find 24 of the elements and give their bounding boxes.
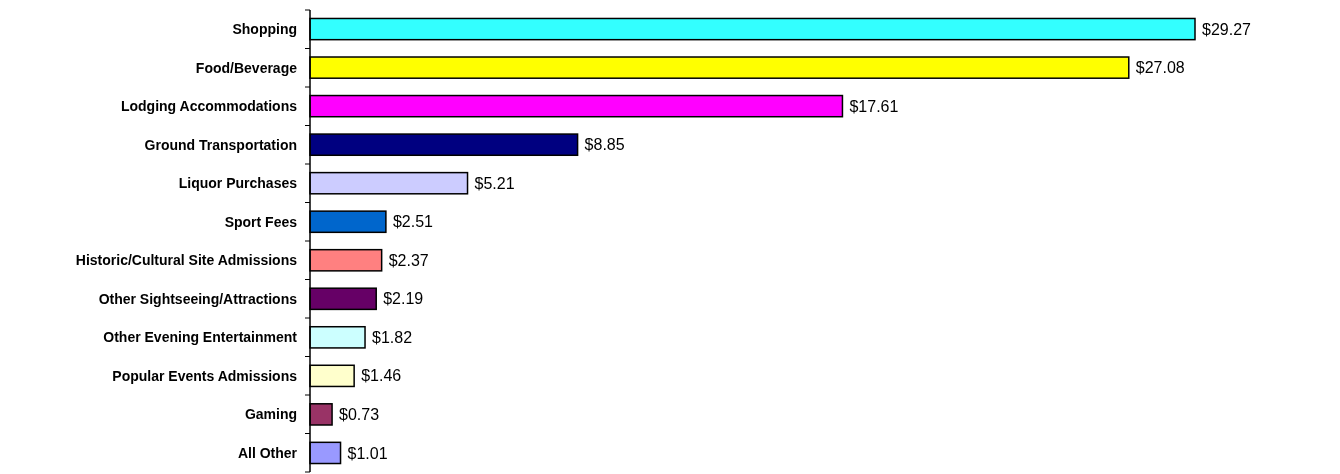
data-label: $2.51 — [392, 213, 434, 231]
data-label: $1.82 — [372, 328, 413, 346]
y-tick-label: Other Sightseeing/Attractions — [98, 290, 298, 307]
data-label: $1.46 — [361, 367, 402, 385]
y-tick-label: Other Evening Entertainment — [103, 329, 298, 346]
y-tick-label: Ground Transportation — [144, 136, 297, 153]
y-tick-label: Popular Events Admissions — [112, 367, 298, 384]
data-label: $29.27 — [1202, 20, 1252, 38]
data-label: $5.21 — [474, 174, 515, 192]
y-tick-label: Food/Beverage — [195, 59, 298, 76]
y-tick-label: Gaming — [244, 406, 297, 423]
data-label: $2.37 — [388, 251, 429, 269]
y-tick-label: Historic/Cultural Site Admissions — [75, 252, 298, 269]
data-label: $27.08 — [1135, 59, 1185, 77]
data-label: $0.73 — [339, 405, 380, 423]
data-label: $2.19 — [383, 290, 424, 308]
data-label: $1.01 — [347, 444, 388, 462]
y-tick-label: Sport Fees — [224, 213, 298, 230]
data-label: $17.61 — [849, 97, 899, 115]
y-tick-label: Lodging Accommodations — [120, 98, 298, 115]
data-label: $8.85 — [584, 136, 625, 154]
y-tick-label: Liquor Purchases — [178, 175, 298, 192]
y-tick-label: All Other — [237, 444, 298, 461]
y-tick-label: Shopping — [232, 20, 297, 37]
